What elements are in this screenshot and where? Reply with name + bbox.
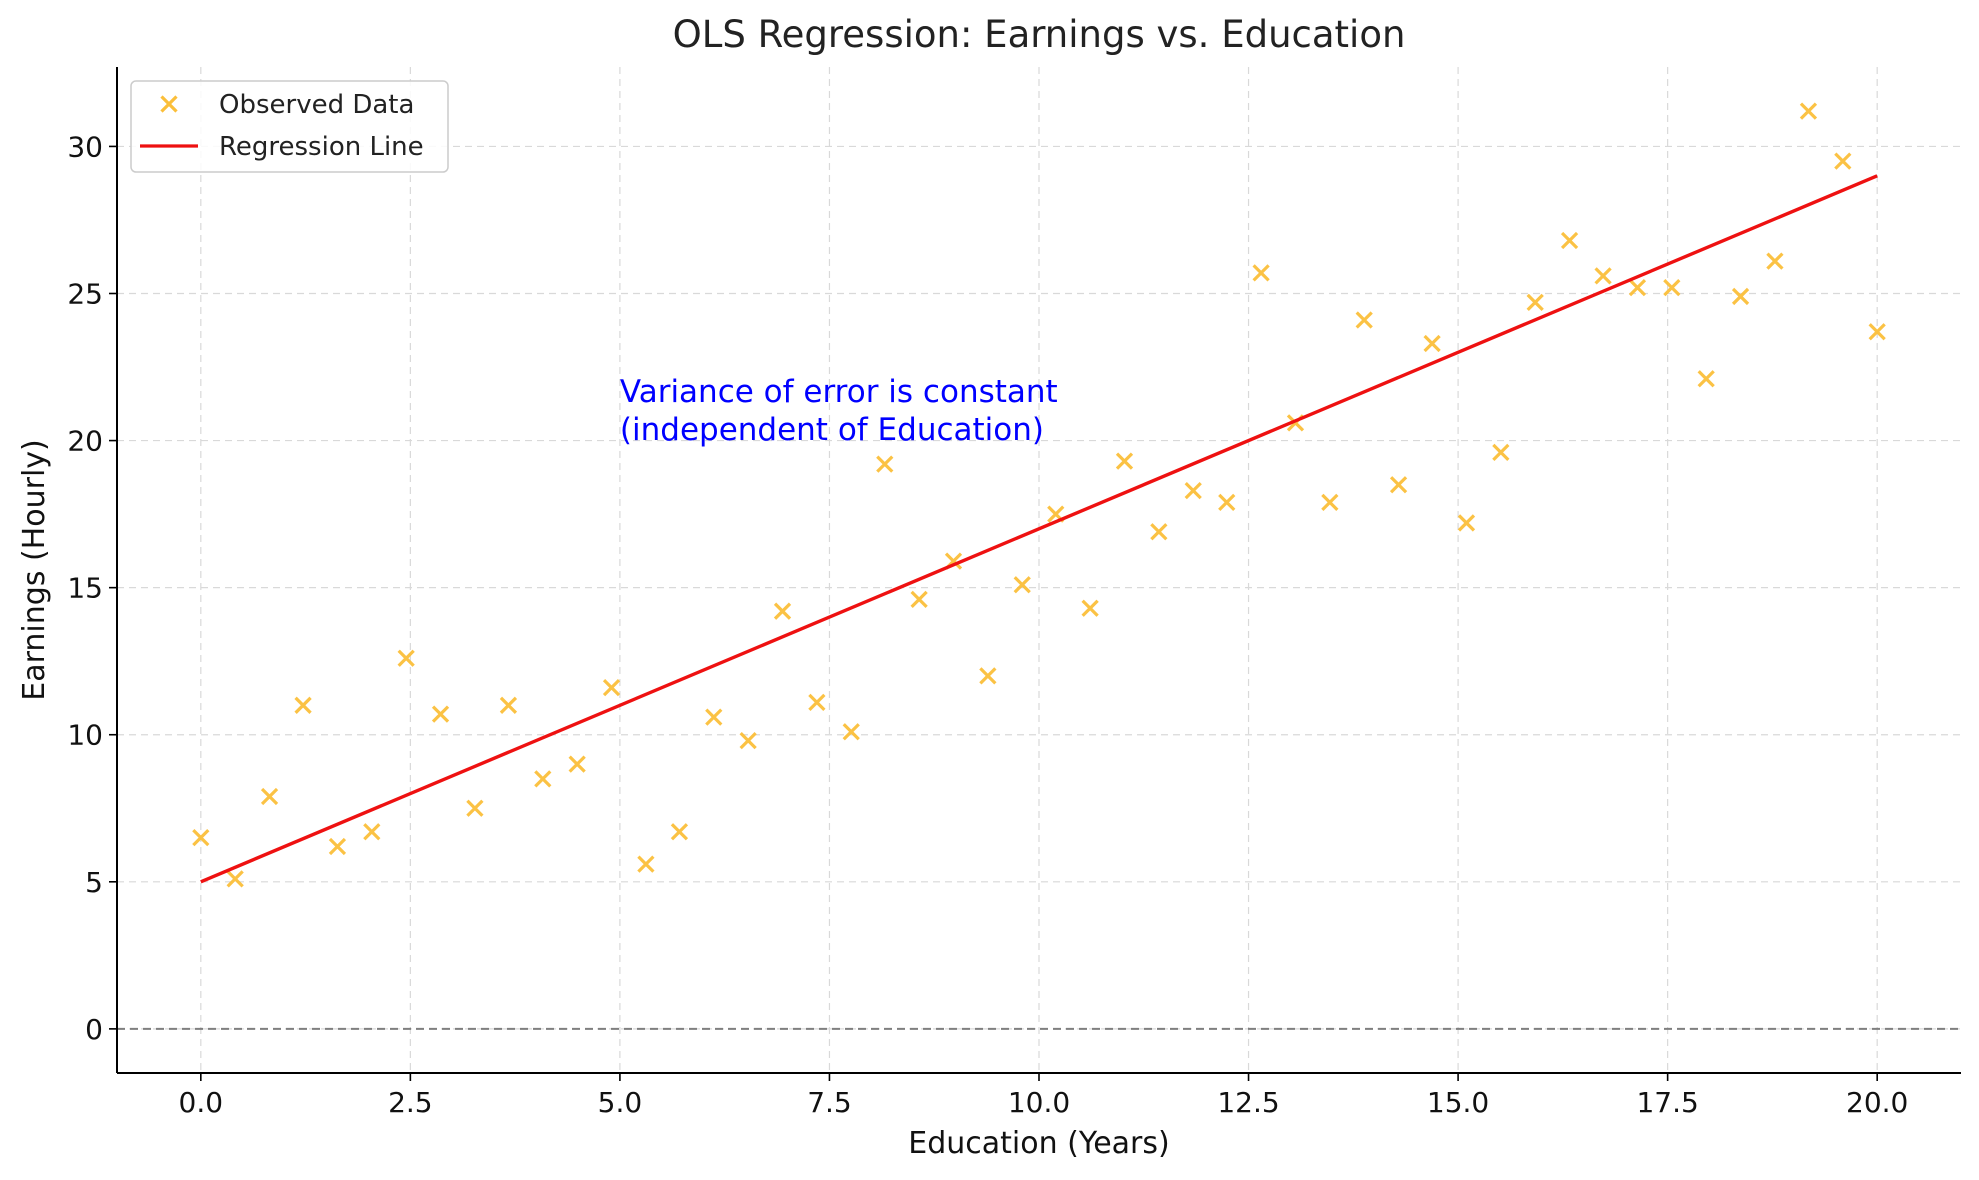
scatter-point <box>1868 323 1886 341</box>
legend-marker-observed-data <box>160 95 178 113</box>
scatter-point <box>294 696 312 714</box>
scatter-point <box>568 755 586 773</box>
x-tick-label: 7.5 <box>807 1086 852 1119</box>
scatter-point <box>534 770 552 788</box>
scatter-point <box>260 787 279 806</box>
chart-title: OLS Regression: Earnings vs. Education <box>673 13 1406 56</box>
scatter-point <box>910 590 928 609</box>
scatter-point <box>1457 514 1476 532</box>
scatter-point <box>1013 576 1031 594</box>
scatter-point <box>1321 493 1339 511</box>
scatter-point <box>1252 264 1270 282</box>
x-tick-label: 20.0 <box>1846 1086 1908 1119</box>
y-tick-label: 5 <box>85 866 103 899</box>
scatter-point <box>670 823 689 841</box>
scatter-point <box>637 855 655 873</box>
legend-x-marker <box>160 95 178 113</box>
scatter-point <box>1834 152 1852 170</box>
regression-line <box>200 174 1878 884</box>
x-tick-label: 2.5 <box>388 1086 433 1119</box>
scatter-point <box>1799 102 1818 120</box>
y-tick-label: 10 <box>67 719 103 752</box>
scatter-point <box>1184 481 1202 500</box>
scatter-point <box>1423 334 1441 353</box>
plot-marks <box>192 102 1886 888</box>
scatter-point <box>192 829 210 847</box>
grid <box>117 67 1961 1073</box>
scatter-point <box>876 455 894 473</box>
scatter-point <box>226 870 244 888</box>
scatter-point <box>1766 252 1784 270</box>
scatter-point <box>1594 267 1612 285</box>
legend-label-regression-line: Regression Line <box>219 132 424 162</box>
annotation-line-2: (independent of Education) <box>620 412 1044 448</box>
legend-box <box>130 80 449 173</box>
scatter-point <box>602 679 621 697</box>
scatter-point <box>1492 443 1510 461</box>
scatter-point <box>397 649 415 667</box>
scatter-point <box>808 693 826 711</box>
scatter-point <box>739 731 757 750</box>
legend: Observed Data Regression Line <box>130 80 449 173</box>
x-tick-label: 10.0 <box>1008 1086 1070 1119</box>
ticks: 0.0 2.5 5.0 7.5 10.0 12.5 15.0 17.5 20.0 0 5 10 15 20… <box>67 130 1908 1119</box>
scatter-point <box>842 723 860 741</box>
scatter-point <box>328 837 347 856</box>
scatter-point <box>1355 311 1373 329</box>
y-tick-label: 15 <box>67 572 103 605</box>
scatter-point <box>466 799 484 817</box>
x-tick-label: 17.5 <box>1636 1086 1698 1119</box>
scatter-point <box>773 602 792 620</box>
scatter-point <box>1389 476 1408 494</box>
x-tick-label: 12.5 <box>1217 1086 1279 1119</box>
scatter-point <box>1628 278 1647 297</box>
annotation-text: Variance of error is constant (independe… <box>620 374 1068 448</box>
scatter-point <box>1560 231 1579 250</box>
scatter-point <box>499 696 518 714</box>
scatter-point <box>1218 493 1236 511</box>
x-tick-label: 15.0 <box>1427 1086 1489 1119</box>
scatter-point <box>1731 287 1750 306</box>
scatter-point <box>1081 599 1099 617</box>
scatter-point <box>705 708 723 726</box>
scatter-point <box>363 823 381 841</box>
x-tick-label: 0.0 <box>179 1086 224 1119</box>
y-axis-label: Earnings (Hourly) <box>17 439 52 700</box>
scatter-point <box>1150 523 1168 541</box>
scatter-point <box>1697 370 1715 388</box>
scatter-point <box>1663 278 1681 297</box>
scatter-point <box>431 705 450 723</box>
y-tick-label: 20 <box>67 425 103 458</box>
scatter-point <box>979 667 997 685</box>
scatter-point <box>1115 452 1134 470</box>
y-tick-label: 30 <box>67 130 103 163</box>
x-tick-label: 5.0 <box>598 1086 643 1119</box>
y-tick-label: 0 <box>85 1013 103 1046</box>
x-axis-label: Education (Years) <box>908 1126 1169 1161</box>
y-tick-label: 25 <box>67 277 103 310</box>
legend-label-observed-data: Observed Data <box>219 90 414 120</box>
scatter-point <box>1526 293 1544 311</box>
annotation-line-1: Variance of error is constant <box>620 374 1058 410</box>
